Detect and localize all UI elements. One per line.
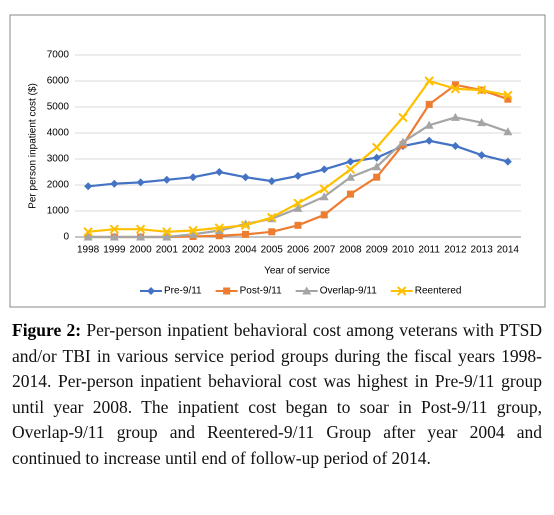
marker: [294, 221, 302, 229]
caption: Figure 2: Per-person inpatient behaviora…: [12, 318, 542, 471]
marker: [320, 165, 329, 174]
marker: [240, 220, 251, 231]
marker: [372, 153, 381, 162]
marker: [424, 76, 434, 86]
x-tick-label: 2010: [392, 245, 415, 256]
marker: [372, 162, 382, 171]
marker: [319, 192, 329, 201]
marker: [503, 90, 513, 101]
marker: [450, 112, 460, 121]
marker: [188, 229, 198, 238]
chart: Per person inpatient cost ($) Year of se…: [9, 14, 546, 308]
marker: [267, 212, 277, 223]
marker: [477, 118, 487, 127]
x-tick-label: 2007: [313, 245, 336, 256]
marker: [477, 151, 486, 160]
legend-label: Overlap-9/11: [320, 286, 378, 297]
x-tick-label: 2005: [261, 245, 284, 256]
caption-label: Figure 2:: [12, 320, 82, 340]
marker: [162, 232, 172, 241]
x-tick-label: 2011: [418, 245, 440, 256]
marker: [503, 127, 513, 136]
y-tick-label: 7000: [47, 50, 70, 61]
marker: [136, 178, 145, 187]
y-tick-label: 6000: [47, 76, 70, 87]
marker: [162, 227, 172, 237]
marker: [241, 173, 250, 182]
marker: [188, 225, 198, 236]
marker: [451, 142, 460, 150]
marker: [294, 171, 302, 180]
y-tick-label: 5000: [47, 102, 70, 113]
marker: [214, 226, 224, 234]
y-tick-label: 3000: [47, 154, 70, 165]
caption-text: Per-person inpatient behavioral cost amo…: [12, 320, 543, 468]
marker: [398, 112, 408, 123]
marker: [450, 84, 461, 94]
x-tick-label: 1998: [77, 245, 100, 256]
marker: [223, 287, 231, 295]
y-tick-label: 2000: [47, 180, 70, 191]
marker: [319, 184, 329, 194]
marker: [346, 190, 354, 198]
marker: [84, 182, 93, 191]
marker: [109, 232, 119, 241]
marker: [267, 177, 276, 186]
x-axis-label: Year of service: [264, 266, 330, 277]
marker: [302, 286, 312, 295]
marker: [425, 136, 434, 145]
marker: [215, 232, 223, 240]
x-tick-label: 1999: [103, 245, 126, 256]
marker: [373, 173, 381, 181]
marker: [135, 224, 146, 234]
legend-label: Pre-9/11: [164, 286, 202, 297]
marker: [504, 95, 512, 103]
marker: [110, 179, 119, 188]
marker: [398, 137, 408, 146]
y-axis-label: Per person inpatient cost ($): [28, 83, 39, 209]
x-tick-label: 2002: [182, 245, 205, 256]
chart-frame: [9, 14, 546, 308]
marker: [503, 157, 512, 166]
y-tick-label: 1000: [47, 206, 70, 217]
marker: [147, 287, 155, 295]
marker: [215, 168, 224, 176]
marker: [476, 85, 487, 95]
y-tick-label: 0: [63, 232, 69, 243]
marker: [293, 203, 303, 212]
x-tick-label: 2001: [156, 245, 179, 256]
marker: [320, 211, 328, 219]
marker: [83, 227, 93, 237]
x-tick-label: 2013: [471, 245, 494, 256]
marker: [189, 173, 198, 182]
x-tick-label: 2000: [129, 245, 152, 256]
marker: [268, 228, 276, 236]
x-tick-label: 2006: [287, 245, 310, 256]
x-tick-label: 2014: [497, 245, 520, 256]
legend-label: Post-9/11: [240, 286, 282, 297]
marker: [242, 230, 250, 238]
marker: [293, 198, 303, 208]
y-tick-label: 4000: [47, 128, 70, 139]
marker: [162, 175, 171, 184]
x-tick-label: 2003: [208, 245, 231, 256]
x-tick-label: 2004: [234, 245, 257, 256]
marker: [397, 286, 407, 296]
x-tick-label: 2012: [444, 245, 467, 256]
marker: [345, 172, 355, 181]
marker: [136, 232, 146, 241]
marker: [424, 120, 434, 129]
marker: [109, 224, 120, 234]
marker: [345, 164, 356, 175]
x-tick-label: 2008: [339, 245, 362, 256]
marker: [83, 232, 93, 241]
marker: [451, 81, 459, 89]
marker: [346, 157, 355, 166]
marker: [425, 100, 433, 108]
legend-label: Reentered: [415, 286, 462, 297]
marker: [371, 142, 382, 153]
marker: [214, 223, 225, 233]
x-tick-label: 2009: [366, 245, 389, 256]
